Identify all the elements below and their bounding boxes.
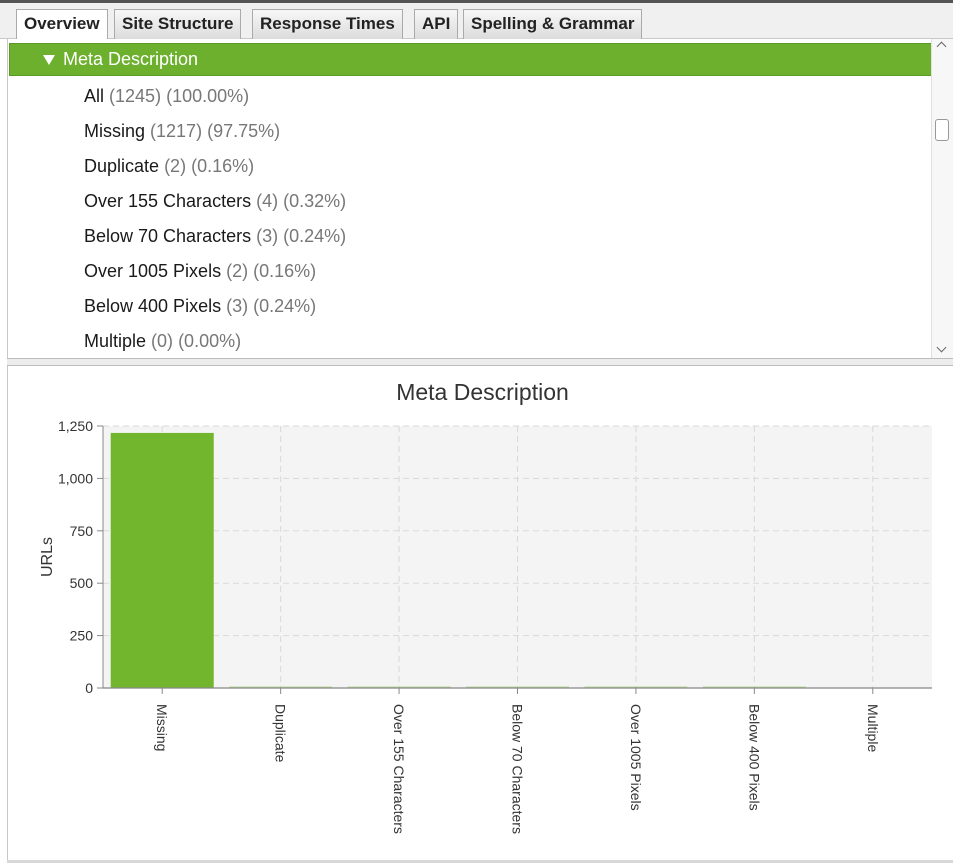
tree-item-all[interactable]: All (1245) (100.00%) (84, 84, 249, 108)
tree-section-label: Meta Description (63, 49, 199, 69)
tree-item-name: Over 155 Characters (84, 191, 252, 211)
panel-splitter[interactable] (7, 358, 953, 366)
tab-api[interactable]: API (414, 9, 459, 39)
tree-item-percent: (0.16%) (253, 261, 317, 281)
scroll-down-arrow-icon[interactable] (936, 342, 947, 353)
x-tick-label: Duplicate (273, 704, 289, 763)
panel-bottom-edge (7, 860, 953, 863)
tree-item-below-400-pixels[interactable]: Below 400 Pixels (3) (0.24%) (84, 294, 316, 318)
y-axis-label: URLs (39, 537, 56, 577)
tree-item-name: Over 1005 Pixels (84, 261, 222, 281)
x-tick-label: Below 70 Characters (510, 704, 526, 834)
tree-item-name: All (84, 86, 105, 106)
scroll-up-arrow-icon[interactable] (936, 41, 947, 52)
x-tick-label: Over 155 Characters (391, 704, 407, 834)
collapse-triangle-icon[interactable] (43, 55, 55, 65)
window-top-border (0, 0, 953, 3)
tree-item-count: (2) (226, 261, 249, 281)
y-tick-label: 1,250 (58, 418, 93, 434)
meta-description-chart: 0 250 500 750 1,000 1,250 Missing Duplicate Over… (39, 379, 932, 834)
tree-item-count: (3) (256, 226, 279, 246)
y-tick-label: 500 (70, 575, 94, 591)
tree-item-name: Below 70 Characters (84, 226, 252, 246)
x-tick-label: Below 400 Pixels (746, 704, 762, 811)
bar-over-155-characters (347, 686, 451, 688)
tree-item-percent: (0.32%) (283, 191, 347, 211)
tree-section-meta-description[interactable]: Meta Description (9, 43, 932, 76)
tree-item-count: (3) (226, 296, 249, 316)
tree-item-percent: (0.24%) (283, 226, 347, 246)
y-tick-label: 750 (70, 523, 94, 539)
tab-overview[interactable]: Overview (16, 9, 108, 40)
tree-item-percent: (100.00%) (166, 86, 250, 106)
tab-spelling-grammar[interactable]: Spelling & Grammar (463, 9, 643, 39)
chart-title: Meta Description (396, 379, 569, 405)
tree-item-below-70-characters[interactable]: Below 70 Characters (3) (0.24%) (84, 224, 346, 248)
tree-item-over-155-characters[interactable]: Over 155 Characters (4) (0.32%) (84, 189, 346, 213)
tree-item-count: (4) (256, 191, 279, 211)
bar-missing (110, 432, 214, 688)
tree-item-name: Below 400 Pixels (84, 296, 222, 316)
tree-item-name: Missing (84, 121, 146, 141)
tree-item-missing[interactable]: Missing (1217) (97.75%) (84, 119, 280, 143)
tree-item-percent: (97.75%) (207, 121, 281, 141)
tree-item-name: Duplicate (84, 156, 160, 176)
tree-item-count: (0) (151, 331, 174, 351)
bar-below-400-pixels (702, 686, 806, 688)
bar-below-70-characters (465, 686, 570, 688)
tree-vertical-scrollbar[interactable] (931, 39, 953, 358)
tree-item-percent: (0.16%) (191, 156, 255, 176)
tab-bar: Overview Site Structure Response Times A… (0, 3, 953, 40)
x-tick-label: Missing (154, 704, 170, 751)
y-tick-label: 0 (85, 680, 93, 696)
scrollbar-thumb[interactable] (935, 119, 949, 141)
x-tick-label: Over 1005 Pixels (628, 704, 644, 811)
y-tick-label: 250 (70, 628, 94, 644)
tree-item-over-1005-pixels[interactable]: Over 1005 Pixels (2) (0.16%) (84, 259, 316, 283)
tree-item-name: Multiple (84, 331, 147, 351)
y-tick-label: 1,000 (58, 470, 93, 486)
x-tick-label: Multiple (865, 704, 881, 752)
tree-item-duplicate[interactable]: Duplicate (2) (0.16%) (84, 154, 254, 178)
overview-tree: Meta Description All (1245) (100.00%) Mi… (7, 39, 953, 358)
bar-over-1005-pixels (584, 686, 688, 688)
tab-site-structure[interactable]: Site Structure (114, 9, 242, 39)
tree-item-count: (2) (164, 156, 187, 176)
tree-item-percent: (0.24%) (253, 296, 317, 316)
tree-item-count: (1217) (150, 121, 203, 141)
tab-response-times[interactable]: Response Times (252, 9, 403, 39)
bar-duplicate (229, 686, 333, 688)
chart-panel: 0 250 500 750 1,000 1,250 Missing Duplicate Over… (7, 366, 953, 863)
tree-item-count: (1245) (109, 86, 162, 106)
tree-item-multiple[interactable]: Multiple (0) (0.00%) (84, 329, 241, 353)
tree-item-percent: (0.00%) (178, 331, 242, 351)
